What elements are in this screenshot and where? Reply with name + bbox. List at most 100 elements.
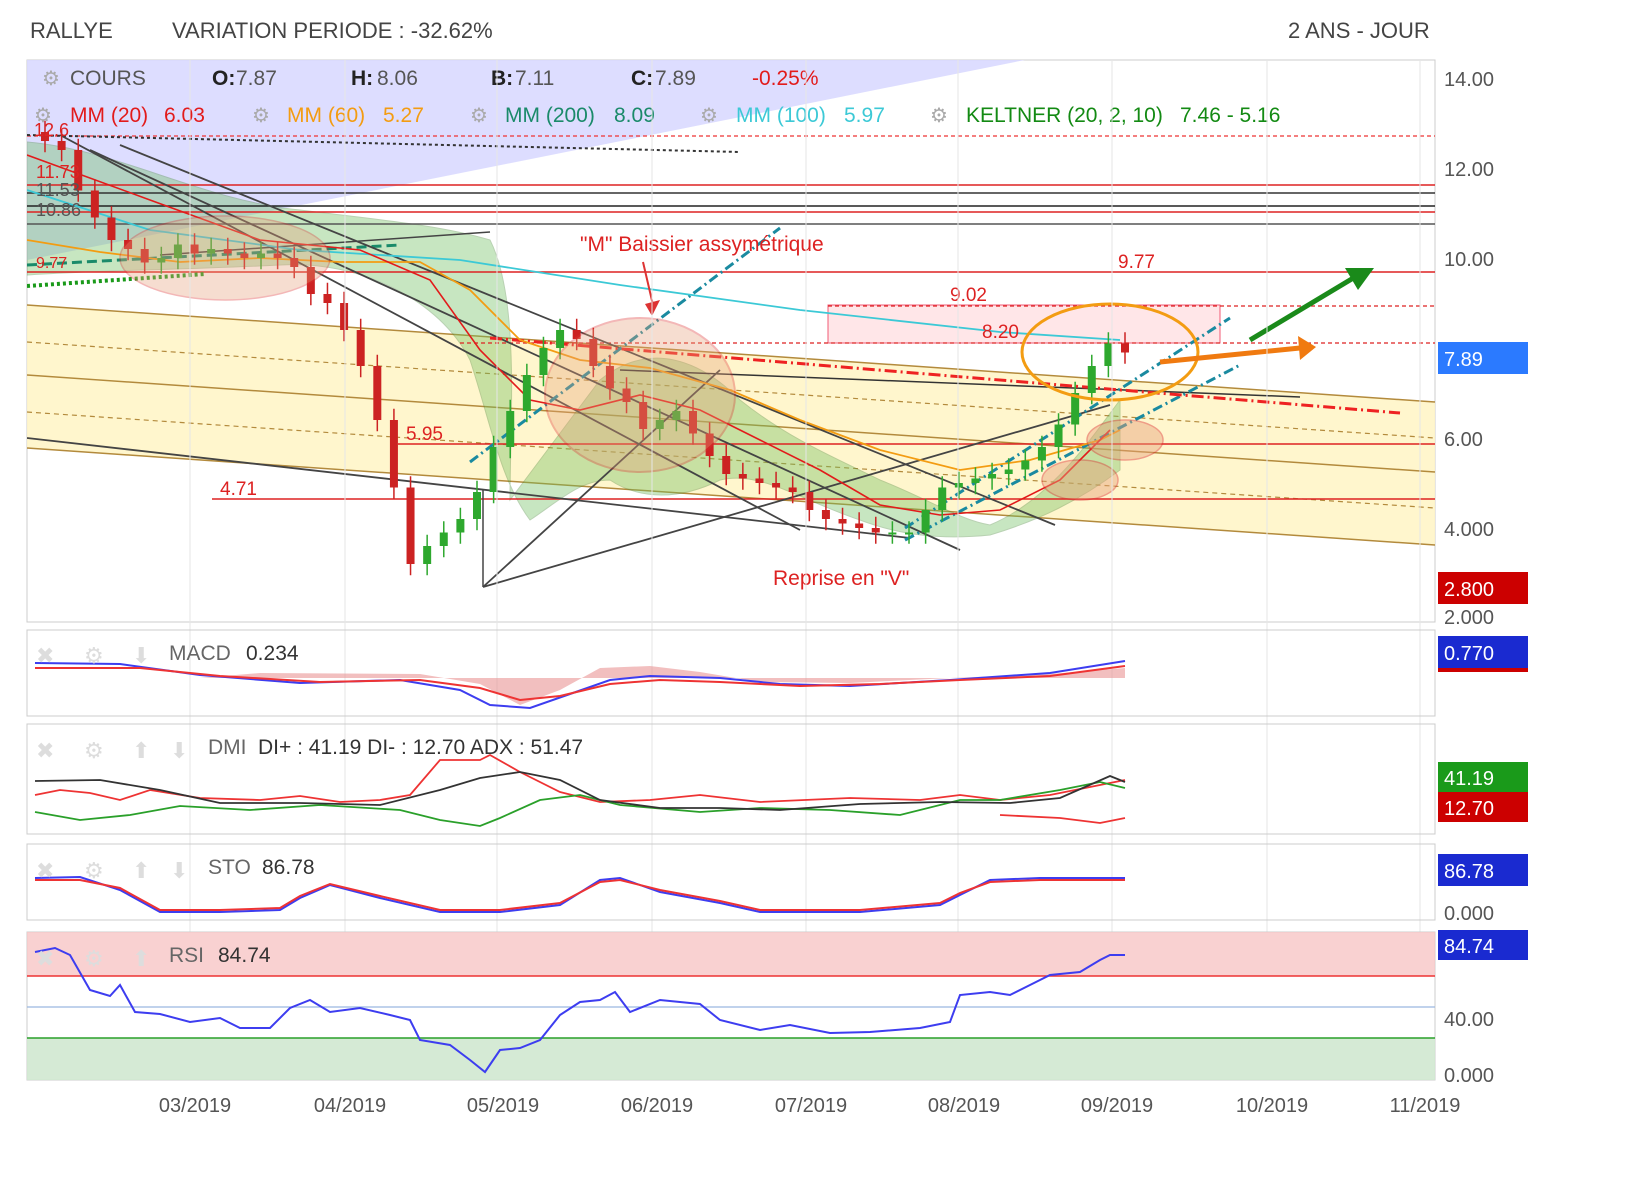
close-icon[interactable]: ✖: [36, 946, 54, 971]
candle-body: [456, 519, 465, 533]
arrow-down-icon[interactable]: ⬇: [132, 643, 150, 668]
x-axis: 03/2019 04/2019 05/2019 06/2019 07/2019 08/20…: [159, 1095, 1461, 1117]
sto-value: 86.78: [262, 856, 315, 879]
gear-icon[interactable]: ⚙: [252, 105, 270, 127]
arrow-up-icon[interactable]: ⬆: [132, 738, 150, 763]
candle-body: [1037, 447, 1046, 461]
candle-body: [1087, 366, 1096, 393]
gear-icon[interactable]: ⚙: [34, 105, 52, 127]
dmi-panel[interactable]: [26, 723, 1436, 835]
x-tick-label: 04/2019: [314, 1095, 386, 1117]
candle-body: [439, 532, 448, 546]
candle-body: [705, 433, 714, 456]
candle-body: [954, 483, 963, 488]
candle-body: [1021, 460, 1030, 470]
candle-body: [988, 474, 997, 479]
candle-body: [140, 249, 149, 263]
close-icon[interactable]: ✖: [36, 858, 54, 883]
candle-body: [1071, 393, 1080, 425]
candle-body: [672, 411, 681, 420]
svg-text:41.19: 41.19: [1444, 768, 1494, 790]
gear-icon[interactable]: ⚙: [84, 858, 104, 883]
di-plus-badge: [1438, 762, 1528, 792]
candle-body: [1121, 343, 1129, 353]
arrow-up-icon[interactable]: ⬆: [132, 946, 150, 971]
svg-text:7.89: 7.89: [1444, 349, 1483, 371]
candle-body: [240, 253, 249, 258]
gear-icon[interactable]: ⚙: [930, 105, 948, 127]
candle-body: [938, 487, 947, 510]
svg-text:11.73: 11.73: [36, 162, 80, 182]
change-value: -0.25%: [752, 67, 819, 90]
svg-text:6.00: 6.00: [1444, 429, 1483, 451]
svg-text:12.70: 12.70: [1444, 798, 1494, 820]
x-tick-label: 09/2019: [1081, 1095, 1153, 1117]
arrow-down-icon[interactable]: ⬇: [170, 858, 188, 883]
gear-icon[interactable]: ⚙: [84, 643, 104, 668]
rsi-badge: [1438, 930, 1528, 960]
gear-icon[interactable]: ⚙: [84, 738, 104, 763]
svg-text:8.09: 8.09: [614, 104, 655, 127]
candle-body: [406, 487, 415, 564]
period-selector[interactable]: 2 ANS - JOUR: [1288, 18, 1430, 43]
candle-body: [556, 330, 565, 348]
gear-icon[interactable]: ⚙: [42, 68, 60, 90]
variation-text: VARIATION PERIODE : -32.62%: [172, 18, 493, 43]
candle-body: [838, 519, 847, 524]
gear-icon[interactable]: ⚙: [84, 946, 104, 971]
arrow-up-icon[interactable]: ⬆: [132, 858, 150, 883]
svg-text:2.000: 2.000: [1444, 607, 1494, 629]
macd-value: 0.234: [246, 642, 299, 665]
dmi-label: DMI: [208, 736, 247, 759]
cours-label: COURS: [70, 67, 146, 90]
candle-body: [1054, 424, 1063, 447]
candle-body: [107, 217, 116, 240]
candle-body: [855, 523, 864, 528]
svg-text:5.27: 5.27: [383, 104, 424, 127]
low-value: 7.11: [515, 67, 554, 90]
candlestick-series: [41, 120, 1129, 576]
svg-text:40.00: 40.00: [1444, 1009, 1494, 1031]
close-icon[interactable]: ✖: [36, 643, 54, 668]
last-price-badge: [1438, 342, 1528, 374]
svg-text:14.00: 14.00: [1444, 69, 1494, 91]
svg-text:10.86: 10.86: [36, 200, 81, 220]
candle-body: [655, 420, 664, 429]
arrow-down-icon[interactable]: ⬇: [170, 738, 188, 763]
x-tick-label: 11/2019: [1390, 1095, 1461, 1117]
macd-panel[interactable]: [26, 629, 1436, 717]
candle-body: [273, 253, 282, 258]
annotation-reprise-v: Reprise en "V": [773, 567, 909, 590]
mm20-legend: MM (20): [70, 104, 148, 127]
mm200-legend: MM (200): [505, 104, 595, 127]
candle-body: [373, 366, 382, 420]
svg-text:0.000: 0.000: [1444, 1065, 1494, 1087]
resistance-zone: [827, 304, 1221, 344]
candle-body: [190, 244, 199, 254]
candle-body: [722, 456, 731, 474]
gear-icon[interactable]: ⚙: [700, 105, 718, 127]
annotation-m-baissier: "M" Baissier assymétrique: [580, 233, 824, 256]
open-value: 7.87: [236, 67, 277, 90]
candle-body: [921, 510, 930, 533]
x-tick-label: 07/2019: [775, 1095, 847, 1117]
svg-text:0.000: 0.000: [1444, 903, 1494, 925]
rsi-label: RSI: [169, 944, 204, 967]
symbol-title: RALLYE: [30, 18, 113, 43]
candle-body: [473, 492, 481, 519]
mm100-line: [27, 189, 1121, 341]
svg-text:2.800: 2.800: [1444, 579, 1494, 601]
mm100-legend: MM (100): [736, 104, 826, 127]
gear-icon[interactable]: ⚙: [470, 105, 488, 127]
svg-text:O:: O:: [212, 67, 235, 90]
candle-body: [356, 330, 365, 366]
close-icon[interactable]: ✖: [36, 738, 54, 763]
zone-ellipse-1: [119, 215, 331, 301]
svg-text:84.74: 84.74: [1444, 936, 1494, 958]
candle-body: [572, 330, 581, 339]
sto-panel[interactable]: [26, 843, 1436, 921]
macd-label: MACD: [169, 642, 231, 665]
candle-body: [622, 388, 631, 402]
candle-body: [257, 253, 265, 258]
